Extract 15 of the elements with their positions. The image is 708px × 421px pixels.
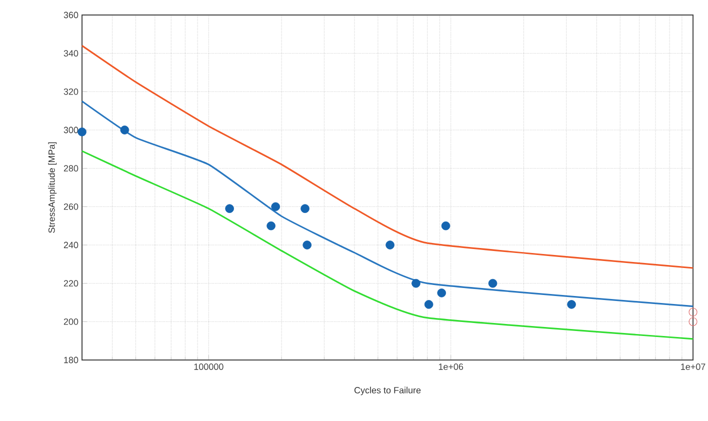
y-tick-label: 240 bbox=[64, 242, 78, 248]
y-axis-title: StressAmplitude [MPa] bbox=[48, 142, 57, 233]
x-tick-label: 1e+06 bbox=[438, 364, 464, 370]
x-axis-title: Cycles to Failure bbox=[354, 386, 421, 396]
y-tick-label: 200 bbox=[64, 318, 78, 325]
y-tick-label: 320 bbox=[64, 88, 78, 95]
y-tick-label: 280 bbox=[64, 165, 78, 172]
y-tick-label: 300 bbox=[64, 126, 78, 134]
y-tick-label: 220 bbox=[64, 280, 78, 287]
y-tick-label: 360 bbox=[64, 12, 78, 18]
x-tick-label: 1e+07 bbox=[681, 364, 706, 370]
y-tick-label: 180 bbox=[64, 356, 78, 364]
y-tick-label: 260 bbox=[64, 203, 78, 210]
y-tick-label: 340 bbox=[64, 50, 78, 57]
x-tick-label: 100000 bbox=[194, 364, 224, 370]
